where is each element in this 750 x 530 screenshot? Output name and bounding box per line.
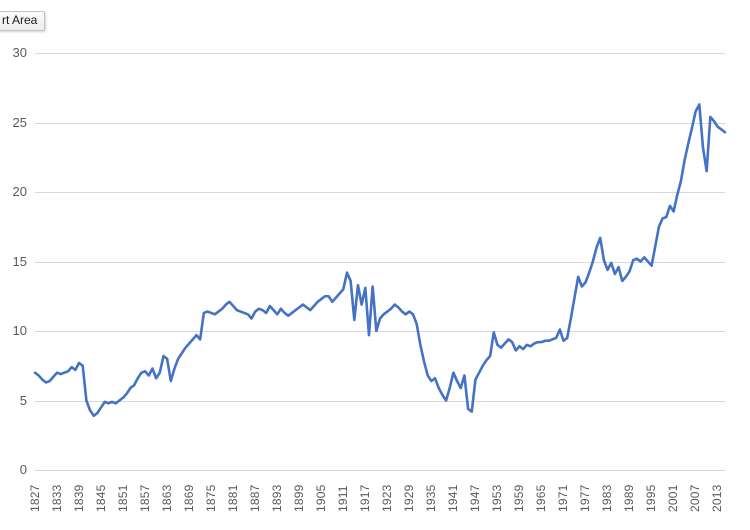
x-axis-label: 1833 — [49, 484, 64, 513]
x-axis-label: 2007 — [688, 484, 703, 513]
y-axis-label: 15 — [12, 253, 27, 269]
x-axis-label: 1977 — [578, 484, 593, 513]
x-axis-label: 1995 — [644, 484, 659, 513]
x-axis-label: 1887 — [247, 484, 262, 513]
x-axis-label: 1947 — [467, 484, 482, 513]
x-axis-label: 1923 — [379, 484, 394, 513]
x-axis-label: 1881 — [225, 484, 240, 513]
x-axis-label: 1953 — [489, 484, 504, 513]
x-axis-label: 1839 — [71, 484, 86, 513]
x-axis-label: 1851 — [115, 484, 130, 513]
x-axis-label: 1905 — [313, 484, 328, 513]
x-axis-label: 1989 — [622, 484, 637, 513]
x-axis-label: 1941 — [445, 484, 460, 513]
x-axis-label: 1971 — [556, 484, 570, 513]
x-axis-label: 2001 — [666, 484, 681, 513]
x-axis-label: 1983 — [600, 484, 615, 513]
chart-area-tooltip-label: rt Area — [2, 13, 38, 27]
x-axis-label: 1893 — [269, 484, 284, 513]
x-axis-label: 1899 — [291, 484, 306, 513]
x-axis-label: 1869 — [181, 484, 196, 513]
x-axis-label: 1959 — [511, 484, 526, 513]
x-axis-label: 1827 — [27, 484, 42, 513]
y-axis-label: 30 — [12, 45, 27, 60]
gridlines-group — [35, 53, 725, 471]
x-axis-label: 1845 — [93, 484, 108, 513]
series-group — [33, 103, 727, 418]
y-axis-label: 5 — [19, 392, 27, 408]
x-axis-label: 1917 — [357, 484, 372, 513]
x-axis-label: 2013 — [710, 484, 725, 513]
x-axis-label: 1857 — [137, 484, 152, 513]
y-axis-label: 20 — [12, 184, 27, 199]
y-axis-label: 10 — [12, 323, 27, 338]
x-axis-label: 1935 — [423, 484, 438, 513]
y-axis-label: 0 — [19, 462, 27, 477]
chart-area-tooltip: rt Area — [0, 11, 46, 31]
x-axis-label: 1863 — [159, 484, 174, 513]
x-axis-label: 1911 — [335, 485, 350, 512]
y-axis-label: 25 — [12, 114, 27, 130]
x-axis-label: 1929 — [401, 484, 416, 513]
x-axis-label: 1875 — [203, 484, 218, 513]
x-axis-label: 1965 — [533, 484, 548, 513]
data-series-line[interactable] — [33, 103, 727, 418]
